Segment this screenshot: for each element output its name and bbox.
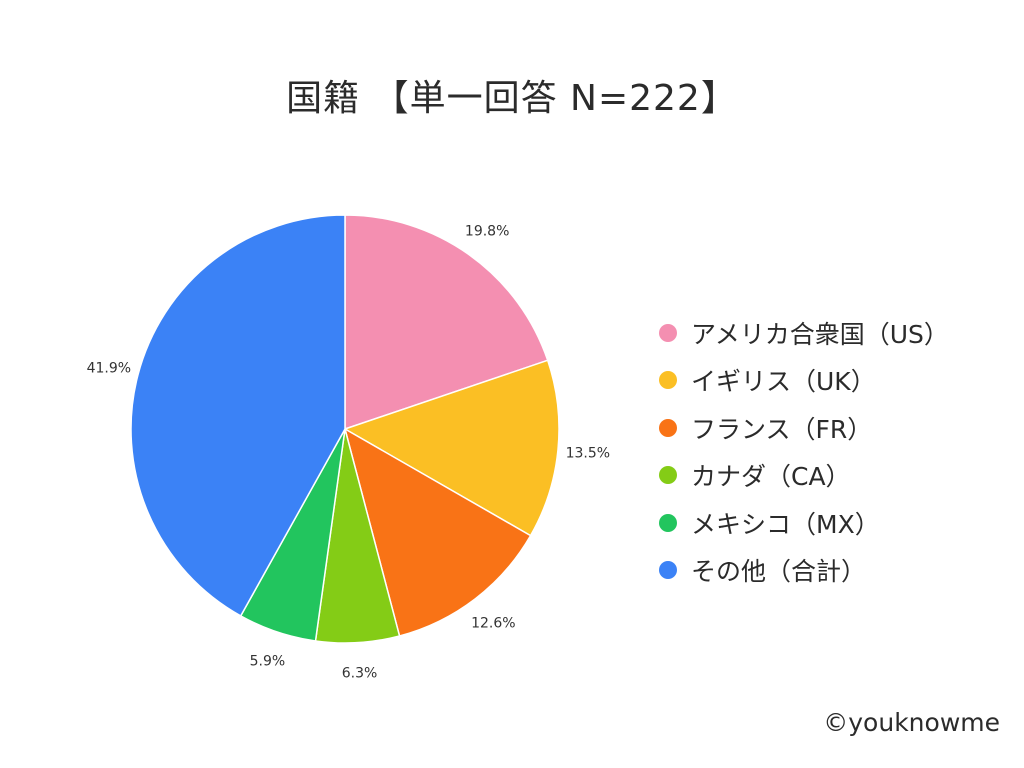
legend-label: その他（合計）	[691, 557, 867, 587]
pie-slice-label-4: 6.3%	[342, 666, 378, 682]
legend-swatch	[659, 513, 677, 532]
pie-slice-1	[344, 214, 549, 431]
pie-slice-3	[343, 427, 532, 637]
legend-item: カナダ（CA）	[654, 452, 1014, 500]
legend-swatch	[659, 323, 677, 342]
legend-label: カナダ（CA）	[691, 462, 851, 492]
legend-swatch	[659, 371, 677, 390]
pie-slice-6	[130, 214, 346, 617]
legend-item: フランス（FR）	[654, 404, 1014, 452]
pie-slice-label-6: 41.9%	[87, 361, 131, 377]
chart-title: 国籍 【単一回答 N=222】	[286, 78, 738, 119]
pie-slice-label-5: 5.9%	[250, 653, 286, 669]
pie-slice-2	[343, 359, 560, 537]
chart-legend: アメリカ合衆国（US） イギリス（UK） フランス（FR） カナダ（CA） メキシコ（M…	[654, 309, 1014, 594]
legend-item: メキシコ（MX）	[654, 499, 1014, 547]
pie-slice-label-1: 19.8%	[465, 224, 509, 240]
legend-swatch	[659, 418, 677, 437]
legend-label: アメリカ合衆国（US）	[691, 319, 949, 349]
copyright-text: ©youknowme	[823, 708, 1000, 737]
legend-item: その他（合計）	[654, 547, 1014, 595]
legend-item: アメリカ合衆国（US）	[654, 309, 1014, 357]
pie-slice-label-3: 12.6%	[471, 616, 515, 632]
legend-label: フランス（FR）	[691, 414, 873, 444]
legend-swatch	[659, 561, 677, 580]
pie-slice-label-2: 13.5%	[566, 446, 610, 462]
legend-label: イギリス（UK）	[691, 367, 876, 397]
legend-label: メキシコ（MX）	[691, 509, 880, 539]
legend-item: イギリス（UK）	[654, 357, 1014, 405]
legend-swatch	[659, 466, 677, 485]
